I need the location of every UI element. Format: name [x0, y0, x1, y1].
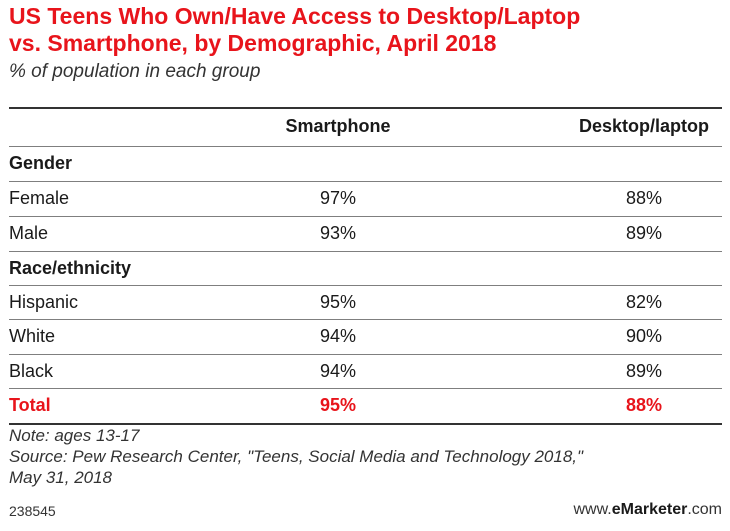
table-row-white: White 94% 90%: [9, 320, 722, 353]
row-label: Total: [9, 395, 51, 415]
section-label: Gender: [9, 153, 73, 173]
cell-desktop-laptop: 90%: [625, 326, 663, 346]
row-divider: [9, 319, 722, 320]
column-header-smartphone: Smartphone: [285, 116, 391, 136]
row-divider: [9, 388, 722, 389]
row-divider: [9, 216, 722, 217]
table-bottom-rule: [9, 423, 722, 425]
table-header-row: Smartphone Desktop/laptop: [9, 110, 722, 143]
cell-smartphone: 94%: [319, 326, 357, 346]
chart-title-line-2: vs. Smartphone, by Demographic, April 20…: [9, 30, 497, 56]
cell-desktop-laptop: 82%: [625, 292, 663, 312]
row-divider: [9, 285, 722, 286]
section-header-gender: Gender: [9, 147, 722, 180]
row-label: Male: [9, 223, 49, 243]
row-label: Black: [9, 361, 54, 381]
cell-desktop-laptop: 89%: [625, 223, 663, 243]
brand-name: eMarketer: [611, 501, 688, 518]
row-divider: [9, 181, 722, 182]
notes-block: Note: ages 13-17 Source: Pew Research Ce…: [9, 425, 724, 488]
table-top-rule: [9, 107, 722, 109]
table-row-black: Black 94% 89%: [9, 355, 722, 388]
row-divider: [9, 251, 722, 252]
table-row-male: Male 93% 89%: [9, 217, 722, 250]
brand-prefix: www.: [573, 501, 612, 518]
table-row-female: Female 97% 88%: [9, 182, 722, 215]
row-divider: [9, 354, 722, 355]
cell-desktop-laptop: 88%: [625, 188, 663, 208]
section-header-race-ethnicity: Race/ethnicity: [9, 252, 722, 285]
section-label: Race/ethnicity: [9, 258, 132, 278]
source-text-line-1: Source: Pew Research Center, "Teens, Soc…: [9, 447, 584, 466]
brand-suffix: .com: [687, 501, 722, 518]
note-text: Note: ages 13-17: [9, 426, 140, 445]
cell-smartphone: 95%: [319, 292, 357, 312]
cell-smartphone: 95%: [319, 395, 357, 415]
source-text-line-2: May 31, 2018: [9, 468, 113, 487]
table-header-rule: [9, 146, 722, 147]
row-label: White: [9, 326, 56, 346]
cell-smartphone: 97%: [319, 188, 357, 208]
cell-desktop-laptop: 89%: [625, 361, 663, 381]
table-row-total: Total 95% 88%: [9, 389, 722, 422]
row-label: Hispanic: [9, 292, 79, 312]
emarketer-logo: www.eMarketer.com: [573, 501, 722, 519]
table-row-hispanic: Hispanic 95% 82%: [9, 286, 722, 319]
chart-subtitle: % of population in each group: [9, 61, 261, 82]
cell-desktop-laptop: 88%: [625, 395, 663, 415]
chart-title-line-1: US Teens Who Own/Have Access to Desktop/…: [9, 3, 581, 29]
chart-title: US Teens Who Own/Have Access to Desktop/…: [9, 3, 724, 57]
cell-smartphone: 93%: [319, 223, 357, 243]
row-label: Female: [9, 188, 70, 208]
column-header-desktop-laptop: Desktop/laptop: [578, 116, 709, 136]
chart-id: 238545: [9, 503, 56, 519]
cell-smartphone: 94%: [319, 361, 357, 381]
